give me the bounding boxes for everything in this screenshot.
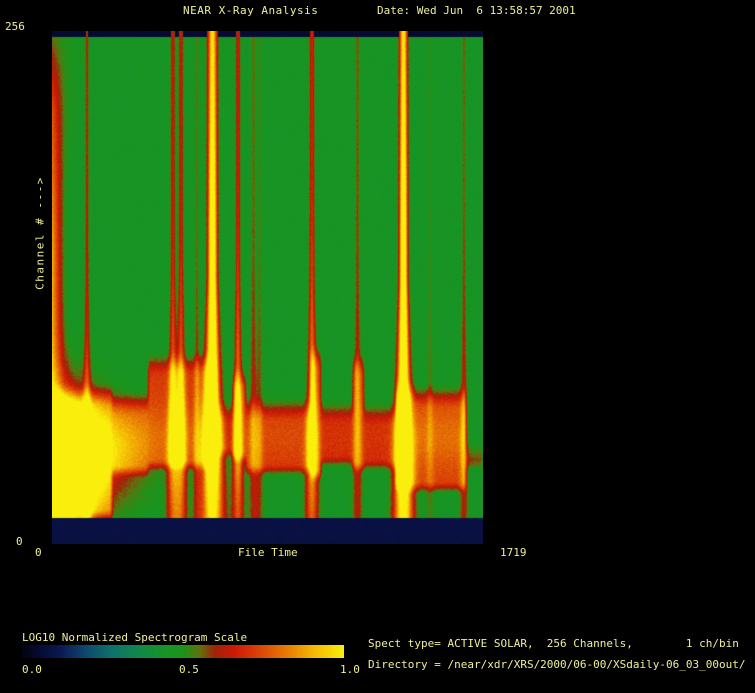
- x-axis-min-label: 0: [35, 546, 42, 559]
- page-title: NEAR X-Ray Analysis: [183, 4, 319, 17]
- y-axis-max-label: 256: [5, 20, 25, 33]
- y-axis-title: Channel # --->: [33, 176, 47, 290]
- x-axis-max-label: 1719: [500, 546, 527, 559]
- colorbar-tick-mid: 0.5: [179, 663, 199, 676]
- colorbar-title: LOG10 Normalized Spectrogram Scale: [22, 631, 248, 644]
- date-label: Date: Wed Jun 6 13:58:57 2001: [377, 4, 576, 17]
- colorbar-gradient: [22, 645, 344, 658]
- y-axis-min-label: 0: [16, 535, 23, 548]
- x-axis-title: File Time: [238, 546, 298, 559]
- colorbar-tick-min: 0.0: [22, 663, 42, 676]
- directory-label: Directory = /near/xdr/XRS/2000/06-00/XSd…: [368, 658, 746, 671]
- colorbar-tick-max: 1.0: [340, 663, 360, 676]
- spect-type-label: Spect type= ACTIVE SOLAR, 256 Channels, …: [368, 637, 739, 650]
- spectrogram-heatmap: [52, 31, 483, 544]
